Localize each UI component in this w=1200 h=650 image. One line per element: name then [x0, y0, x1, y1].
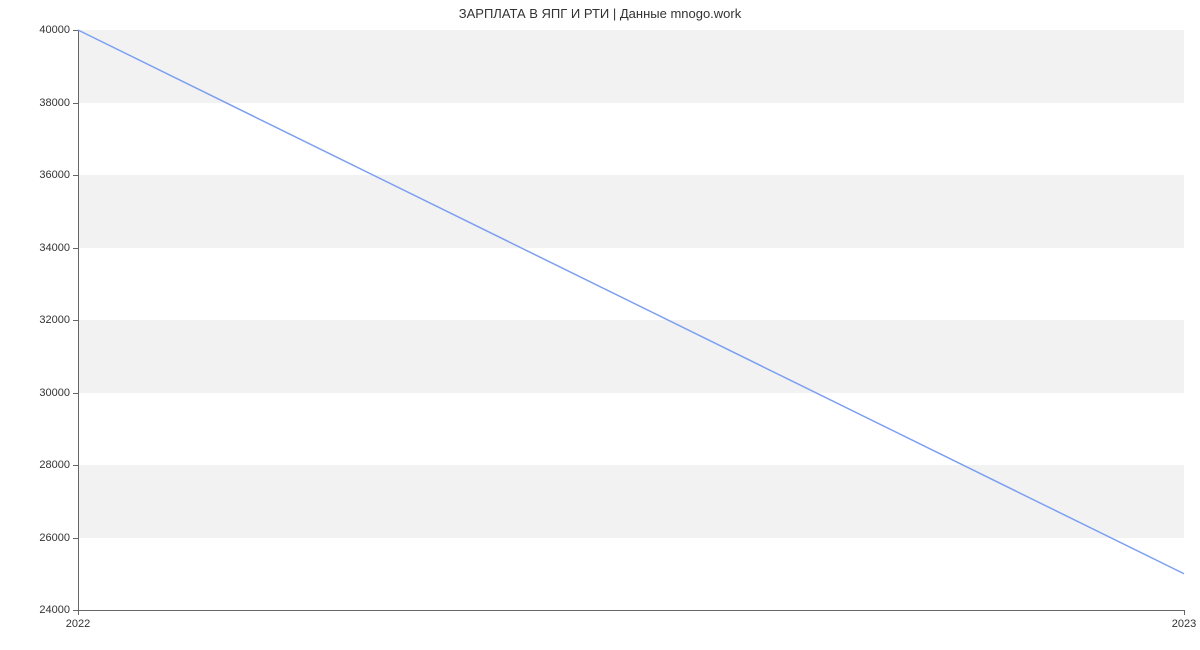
- salary-chart: ЗАРПЛАТА В ЯПГ И РТИ | Данные mnogo.work…: [0, 0, 1200, 650]
- ytick-label: 36000: [39, 169, 78, 181]
- ytick-label: 38000: [39, 97, 78, 109]
- series-line-salary: [78, 30, 1184, 574]
- ytick-label: 32000: [39, 314, 78, 326]
- plot-area: 2400026000280003000032000340003600038000…: [78, 30, 1184, 610]
- ytick-label: 28000: [39, 459, 78, 471]
- ytick-label: 30000: [39, 387, 78, 399]
- chart-title: ЗАРПЛАТА В ЯПГ И РТИ | Данные mnogo.work: [0, 6, 1200, 21]
- ytick-label: 40000: [39, 24, 78, 36]
- ytick-label: 34000: [39, 242, 78, 254]
- series-layer: [78, 30, 1184, 610]
- ytick-label: 26000: [39, 532, 78, 544]
- xtick-label: 2022: [66, 610, 90, 630]
- x-axis: [78, 610, 1184, 611]
- xtick-label: 2023: [1172, 610, 1196, 630]
